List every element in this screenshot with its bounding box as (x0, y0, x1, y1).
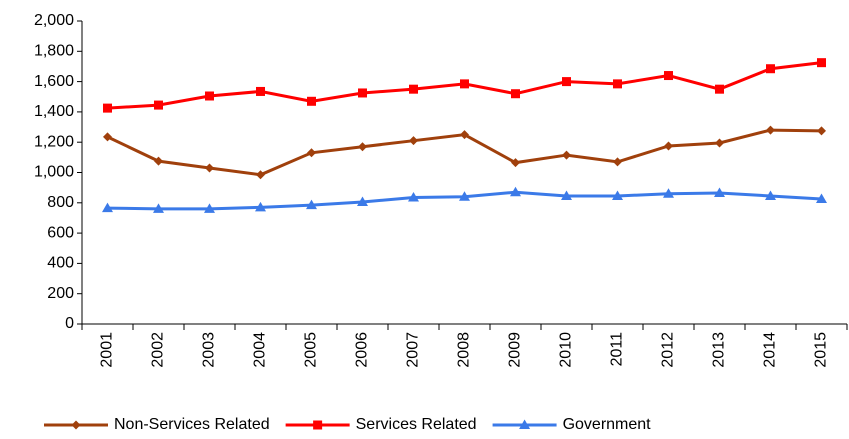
y-tick-label: 2,000 (34, 12, 74, 29)
marker (409, 84, 418, 94)
marker (613, 157, 622, 167)
y-tick-label: 1,600 (34, 73, 74, 90)
marker (358, 142, 367, 152)
marker (256, 86, 265, 96)
marker (664, 141, 673, 151)
x-tick-label: 2004 (252, 332, 269, 368)
marker (103, 132, 112, 142)
x-tick-label: 2003 (201, 332, 218, 368)
marker (409, 136, 418, 146)
marker (71, 420, 81, 430)
marker (256, 170, 265, 180)
y-tick-label: 1,400 (34, 103, 74, 120)
legend-label: Services Related (356, 416, 477, 433)
marker (102, 202, 113, 213)
x-tick-label: 2008 (456, 332, 473, 368)
marker (307, 148, 316, 158)
marker (307, 96, 316, 106)
marker (357, 196, 368, 207)
marker (154, 100, 163, 110)
x-tick-label: 2013 (711, 332, 728, 368)
marker (205, 163, 214, 173)
marker (205, 91, 214, 101)
x-tick-label: 2007 (405, 332, 422, 368)
marker (715, 84, 724, 94)
marker (664, 71, 673, 81)
marker (561, 190, 572, 200)
marker (562, 77, 571, 87)
marker (313, 420, 323, 430)
marker (408, 191, 419, 202)
marker (306, 199, 317, 210)
y-tick-label: 400 (47, 255, 74, 272)
marker (153, 203, 164, 213)
x-tick-label: 2011 (609, 332, 626, 367)
marker (612, 190, 623, 200)
marker (663, 188, 674, 198)
y-tick-label: 1,200 (34, 133, 74, 150)
y-tick-label: 0 (65, 315, 74, 332)
marker (613, 79, 622, 89)
y-tick-label: 600 (47, 224, 74, 241)
marker (510, 186, 521, 197)
marker (511, 89, 520, 99)
marker (765, 190, 776, 200)
legend-label: Government (563, 416, 652, 433)
x-tick-label: 2005 (303, 332, 320, 368)
x-tick-label: 2002 (150, 332, 167, 368)
marker (817, 58, 826, 68)
y-tick-label: 1,000 (34, 164, 74, 181)
marker (714, 187, 725, 197)
x-tick-label: 2012 (660, 332, 677, 368)
marker (715, 138, 724, 148)
marker (816, 193, 827, 204)
marker (459, 191, 470, 201)
marker (766, 125, 775, 135)
x-tick-label: 2014 (762, 332, 779, 368)
x-tick-label: 2015 (813, 332, 830, 368)
marker (519, 419, 531, 429)
marker (460, 79, 469, 89)
marker (460, 130, 469, 140)
marker (766, 64, 775, 74)
marker (358, 88, 367, 98)
x-tick-label: 2009 (507, 332, 524, 368)
x-tick-label: 2010 (558, 332, 575, 368)
legend-label: Non-Services Related (114, 416, 270, 433)
marker (255, 201, 266, 212)
y-tick-label: 1,800 (34, 43, 74, 60)
x-tick-label: 2006 (354, 332, 371, 368)
marker (511, 158, 520, 168)
marker (562, 150, 571, 160)
y-tick-label: 800 (47, 194, 74, 211)
y-tick-label: 200 (47, 285, 74, 302)
marker (817, 126, 826, 136)
x-tick-label: 2001 (99, 332, 116, 368)
marker (204, 203, 215, 213)
marker (154, 156, 163, 166)
marker (103, 103, 112, 113)
